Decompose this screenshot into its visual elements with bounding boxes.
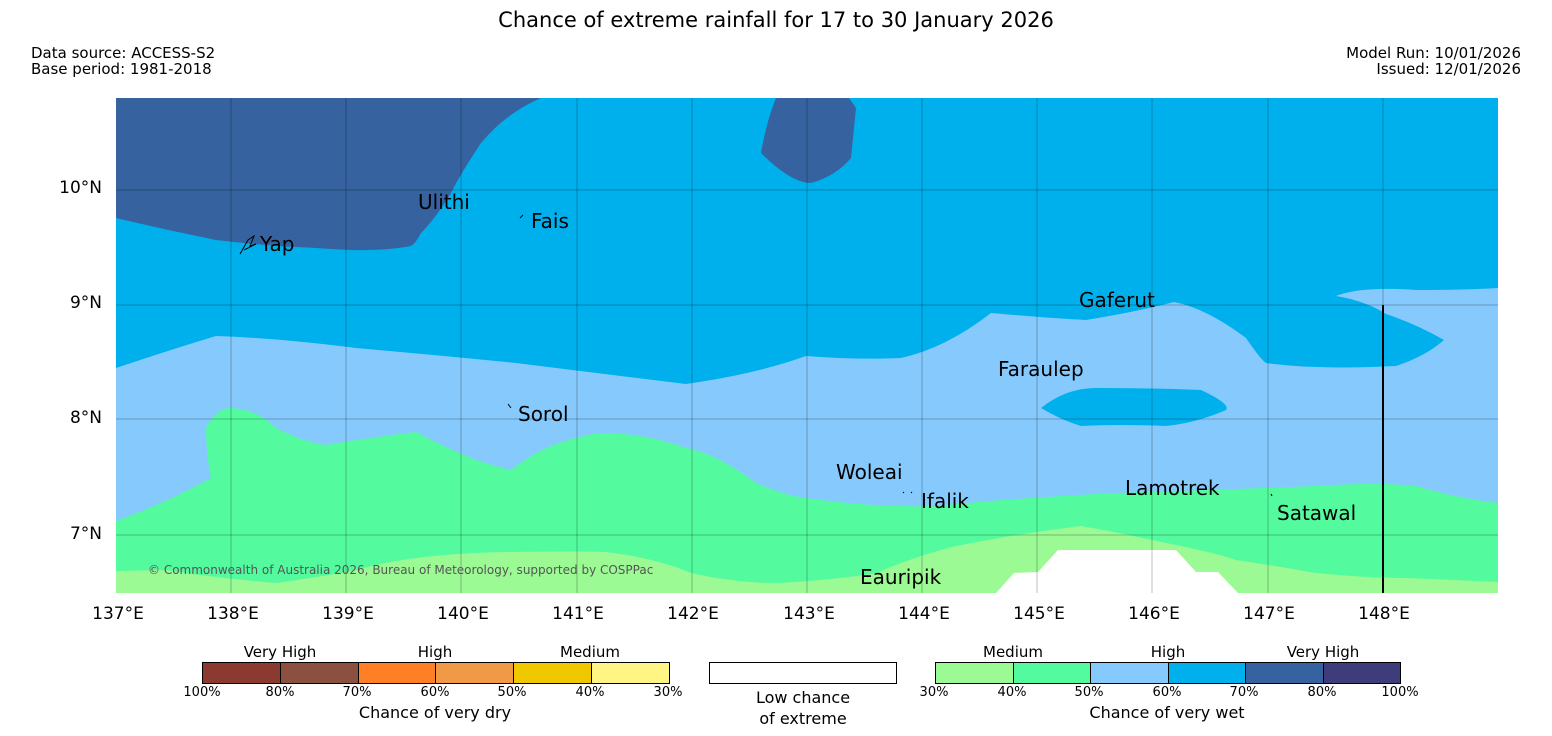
- x-label-144e: 144°E: [898, 604, 950, 624]
- y-label-9n: 9°N: [69, 293, 102, 313]
- wet-swatch: [1091, 663, 1169, 683]
- dry-caption: Chance of very dry: [358, 703, 512, 722]
- dry-tick: 50%: [497, 685, 527, 700]
- y-label-7n: 7°N: [69, 524, 102, 544]
- place-fais: Fais: [531, 209, 569, 233]
- x-label-140e: 140°E: [437, 604, 489, 624]
- sorol-island-mark: [507, 403, 512, 409]
- issued-label: Issued: 12/01/2026: [1376, 60, 1521, 78]
- x-label-146e: 146°E: [1128, 604, 1180, 624]
- low-chance-swatch: [709, 662, 897, 684]
- dry-tick: 30%: [653, 685, 683, 700]
- map-title: Chance of extreme rainfall for 17 to 30 …: [498, 8, 1054, 32]
- base-period-label: Base period: 1981-2018: [31, 60, 212, 78]
- wet-tick: 70%: [1229, 685, 1259, 700]
- dry-swatch: [514, 663, 593, 683]
- dry-swatch: [358, 663, 437, 683]
- dry-cat-high: High: [417, 643, 453, 661]
- meta-right: Model Run: 10/01/2026 Issued: 12/01/2026: [1346, 45, 1521, 77]
- wet-swatch: [1246, 663, 1324, 683]
- wet-legend-bar: [935, 662, 1401, 684]
- dry-tick: 40%: [575, 685, 605, 700]
- wet-tick: 30%: [919, 685, 949, 700]
- x-label-138e: 138°E: [207, 604, 259, 624]
- dry-tick: 60%: [420, 685, 450, 700]
- wet-swatch: [936, 663, 1014, 683]
- dry-swatch: [592, 663, 669, 683]
- wet-swatch: [1323, 663, 1400, 683]
- wet-tick: 50%: [1074, 685, 1104, 700]
- wet-swatch: [1013, 663, 1091, 683]
- dry-cat-medium: Medium: [560, 643, 620, 661]
- data-source-label: Data source: ACCESS-S2: [31, 44, 216, 62]
- x-label-141e: 141°E: [552, 604, 604, 624]
- dry-tick: 80%: [265, 685, 295, 700]
- wet-cat-high: High: [1150, 643, 1186, 661]
- x-label-142e: 142°E: [667, 604, 719, 624]
- ifalik-island-mark: [902, 491, 913, 494]
- fais-island-mark: [519, 214, 524, 219]
- wet-tick: 100%: [1381, 685, 1419, 700]
- place-satawal: Satawal: [1277, 501, 1357, 525]
- place-lamotrek: Lamotrek: [1125, 476, 1220, 500]
- wet-tick: 60%: [1152, 685, 1182, 700]
- dry-cat-very-high: Very High: [243, 643, 317, 661]
- wet-tick: 80%: [1307, 685, 1337, 700]
- region-very-high-top-middle: [761, 98, 856, 183]
- dry-tick: 70%: [342, 685, 372, 700]
- dry-tick: 100%: [183, 685, 221, 700]
- wet-cat-medium: Medium: [983, 643, 1043, 661]
- dry-swatch: [436, 663, 515, 683]
- dry-swatch: [280, 663, 359, 683]
- y-label-8n: 8°N: [69, 408, 102, 428]
- rainfall-map: [116, 98, 1498, 593]
- place-yap: Yap: [260, 232, 295, 256]
- x-label-143e: 143°E: [783, 604, 835, 624]
- wet-cat-very-high: Very High: [1286, 643, 1360, 661]
- place-ifalik: Ifalik: [921, 489, 969, 513]
- x-label-148e: 148°E: [1358, 604, 1410, 624]
- copyright-notice: © Commonwealth of Australia 2026, Bureau…: [148, 563, 654, 577]
- satawal-island-mark: [1270, 493, 1273, 497]
- region-high-island: [1041, 388, 1227, 426]
- region-very-high-top-left: [116, 98, 541, 251]
- place-eauripik: Eauripik: [860, 565, 942, 589]
- x-label-137e: 137°E: [92, 604, 144, 624]
- place-gaferut: Gaferut: [1079, 288, 1155, 312]
- wet-tick: 40%: [997, 685, 1027, 700]
- low-chance-line1: Low chance: [755, 688, 851, 707]
- wet-swatch: [1168, 663, 1246, 683]
- x-label-145e: 145°E: [1013, 604, 1065, 624]
- meta-left: Data source: ACCESS-S2 Base period: 1981…: [31, 45, 215, 77]
- place-faraulep: Faraulep: [998, 357, 1084, 381]
- y-label-10n: 10°N: [59, 178, 102, 198]
- dry-legend-bar: [202, 662, 670, 684]
- low-chance-line2: of extreme: [759, 709, 847, 728]
- wet-caption: Chance of very wet: [1089, 703, 1245, 722]
- model-run-label: Model Run: 10/01/2026: [1346, 44, 1521, 62]
- x-label-147e: 147°E: [1243, 604, 1295, 624]
- place-ulithi: Ulithi: [418, 190, 470, 214]
- place-woleai: Woleai: [836, 460, 903, 484]
- place-sorol: Sorol: [518, 402, 569, 426]
- yap-island-mark: [239, 234, 257, 255]
- region-low-chance: [996, 550, 1238, 593]
- x-label-139e: 139°E: [322, 604, 374, 624]
- dry-swatch: [203, 663, 281, 683]
